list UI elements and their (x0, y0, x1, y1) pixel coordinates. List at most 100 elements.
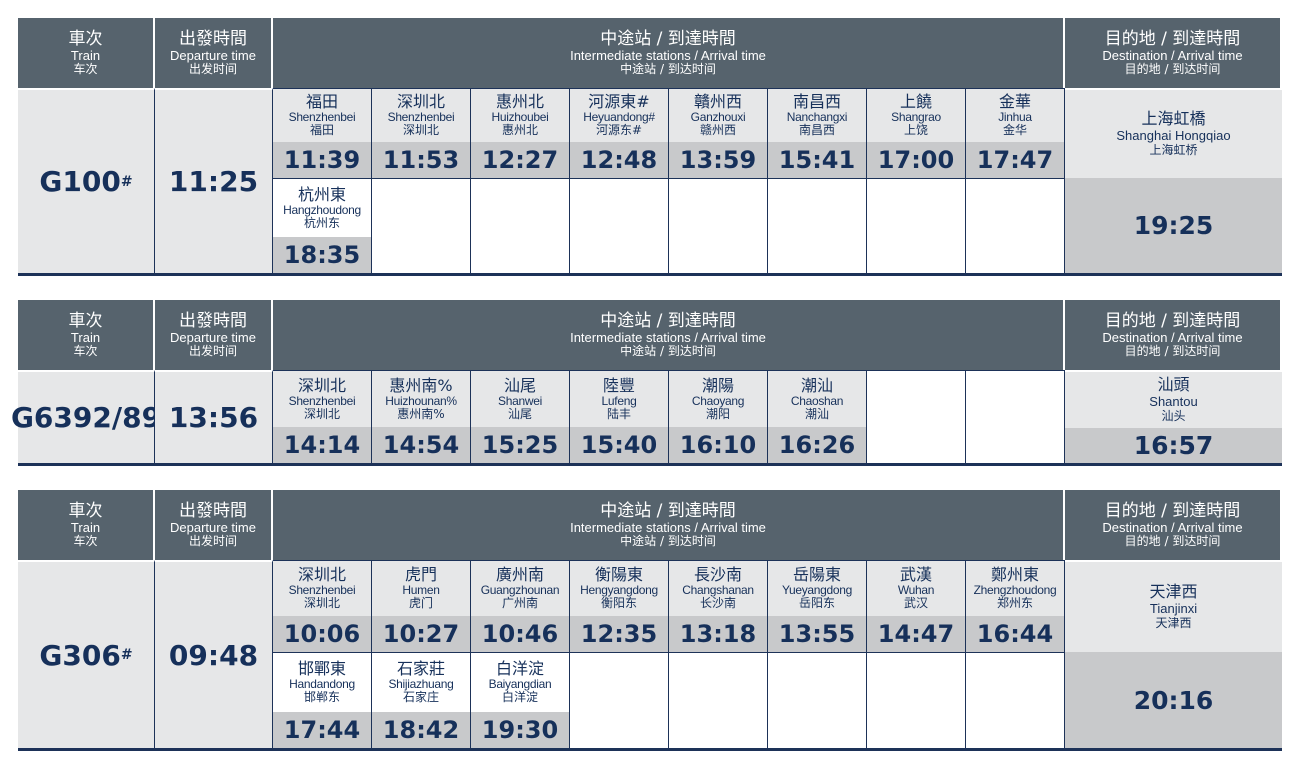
station-name-zh: 贛州西 (693, 92, 742, 112)
station-name-sc: 深圳北 (303, 406, 340, 421)
arrival-time: 10:46 (471, 616, 569, 652)
empty-station-cell (570, 652, 669, 748)
station-name-zh: 虎門 (404, 565, 437, 585)
destination-cell: 汕頭 Shantou 汕头 16:57 (1065, 370, 1282, 463)
train-header-en: Train (70, 519, 101, 535)
empty-station-cell (669, 178, 768, 273)
station-name-zh: 深圳北 (396, 92, 445, 112)
station-name-en: Chaoshan (790, 393, 844, 408)
intermediate-header: 中途站 / 到達時間 Intermediate stations / Arriva… (273, 490, 1065, 560)
departure-time-text: 11:25 (168, 165, 259, 198)
destination-header-zh: 目的地 / 到達時間 (1104, 500, 1241, 521)
departure-header: 出發時間 Departure time 出发时间 (155, 300, 273, 370)
station-cell: 衡陽東 Hengyangdong 衡阳东 12:35 (570, 560, 669, 652)
station-cell: 惠州南% Huizhounan% 惠州南% 14:54 (372, 370, 471, 463)
intermediate-header-en: Intermediate stations / Arrival time (570, 329, 766, 345)
departure-header-zh: 出發時間 (179, 28, 247, 49)
intermediate-header-sc: 中途站 / 到达时间 (620, 61, 716, 76)
destination-arrival-time: 16:57 (1065, 428, 1282, 463)
arrival-time: 19:30 (471, 712, 569, 748)
station-cell: 杭州東 Hangzhoudong 杭州东 18:35 (273, 178, 372, 273)
empty-station-cell (471, 178, 570, 273)
arrival-time: 10:06 (273, 616, 371, 652)
arrival-time: 18:35 (273, 237, 371, 273)
destination-cell: 天津西 Tianjinxi 天津西 20:16 (1065, 560, 1282, 748)
station-name-sc: 长沙南 (699, 596, 736, 611)
station-cell: 金華 Jinhua 金华 17:47 (966, 88, 1065, 178)
destination-header-sc: 目的地 / 到达时间 (1124, 533, 1221, 548)
intermediate-header-zh: 中途站 / 到達時間 (600, 28, 736, 49)
destination-header-en: Destination / Arrival time (1102, 329, 1243, 345)
departure-header-en: Departure time (170, 519, 256, 535)
station-name-zh: 深圳北 (297, 565, 346, 585)
station-cell: 岳陽東 Yueyangdong 岳阳东 13:55 (768, 560, 867, 652)
arrival-time: 17:47 (966, 142, 1064, 178)
station-name-sc: 陆丰 (606, 406, 631, 421)
station-name-en: Hangzhoudong (283, 202, 361, 217)
station-name-en: Wuhan (897, 583, 935, 598)
destination-header-sc: 目的地 / 到达时间 (1124, 61, 1221, 76)
train-number: G306 # (18, 560, 155, 748)
station-cell: 福田 Shenzhenbei 福田 11:39 (273, 88, 372, 178)
intermediate-header-en: Intermediate stations / Arrival time (570, 519, 766, 535)
arrival-time: 14:47 (867, 616, 965, 652)
empty-station-cell (570, 178, 669, 273)
train-number-text: G100 (39, 165, 121, 198)
intermediate-header-sc: 中途站 / 到达时间 (620, 533, 716, 548)
station-name-en: Huizhounan% (385, 393, 457, 408)
departure-time: 11:25 (155, 88, 273, 273)
station-name-sc: 潮阳 (705, 406, 730, 421)
station-cell: 武漢 Wuhan 武汉 14:47 (867, 560, 966, 652)
station-name-sc: 杭州东 (303, 215, 340, 230)
station-name-sc: 赣州西 (699, 123, 736, 138)
station-name-en: Shangrao (891, 110, 941, 125)
destination-header-en: Destination / Arrival time (1102, 519, 1243, 535)
arrival-time: 10:27 (372, 616, 470, 652)
train-header-zh: 車次 (68, 28, 103, 49)
station-name-sc: 衡阳东 (600, 596, 637, 611)
departure-header-zh: 出發時間 (179, 500, 247, 521)
destination-name-en: Tianjinxi (1149, 600, 1198, 616)
train-table: 車次 Train 车次 出發時間 Departure time 出发时间 中途站 / 到… (11, 300, 1282, 466)
destination-name-sc: 天津西 (1155, 615, 1192, 630)
station-name-zh: 南昌西 (792, 92, 841, 112)
station-name-sc: 白洋淀 (501, 690, 538, 705)
destination-header-zh: 目的地 / 到達時間 (1104, 28, 1241, 49)
arrival-time: 14:54 (372, 427, 470, 463)
departure-header-zh: 出發時間 (179, 310, 247, 331)
station-name-zh: 惠州南% (389, 375, 453, 395)
destination-header-en: Destination / Arrival time (1102, 47, 1243, 63)
arrival-time: 15:25 (471, 427, 569, 463)
station-name-en: Changshanan (682, 583, 754, 598)
destination-name-en: Shanghai Hongqiao (1116, 127, 1231, 143)
destination-header: 目的地 / 到達時間 Destination / Arrival time 目的地 … (1065, 300, 1282, 370)
station-cell: 潮汕 Chaoshan 潮汕 16:26 (768, 370, 867, 463)
departure-header-en: Departure time (170, 47, 256, 63)
train-header-zh: 車次 (68, 310, 103, 331)
arrival-time: 16:44 (966, 616, 1064, 652)
intermediate-header-en: Intermediate stations / Arrival time (570, 47, 766, 63)
station-name-zh: 石家莊 (396, 659, 445, 679)
arrival-time: 13:59 (669, 142, 767, 178)
station-cell: 廣州南 Guangzhounan 广州南 10:46 (471, 560, 570, 652)
empty-station-cell (867, 652, 966, 748)
train-table: 車次 Train 车次 出發時間 Departure time 出发时间 中途站 / 到… (18, 18, 1282, 276)
station-name-zh: 廣州南 (495, 565, 544, 585)
station-name-sc: 广州南 (501, 596, 538, 611)
departure-time: 13:56 (155, 370, 273, 463)
train-header: 車次 Train 车次 (18, 490, 155, 560)
departure-header-sc: 出发时间 (188, 343, 237, 358)
arrival-time: 16:10 (669, 427, 767, 463)
station-name-sc: 虎门 (408, 596, 433, 611)
station-name-sc: 邯郸东 (303, 690, 340, 705)
station-name-sc: 深圳北 (303, 596, 340, 611)
destination-name-zh: 天津西 (1149, 582, 1198, 602)
arrival-time: 15:41 (768, 142, 866, 178)
station-name-en: Yueyangdong (781, 583, 853, 598)
station-name-en: Hengyangdong (580, 583, 658, 598)
station-name-zh: 深圳北 (297, 375, 346, 395)
station-name-zh: 鄭州東 (990, 565, 1039, 585)
train-header-zh: 車次 (68, 500, 103, 521)
station-name-zh: 潮汕 (800, 375, 833, 395)
station-name-sc: 潮汕 (804, 406, 829, 421)
